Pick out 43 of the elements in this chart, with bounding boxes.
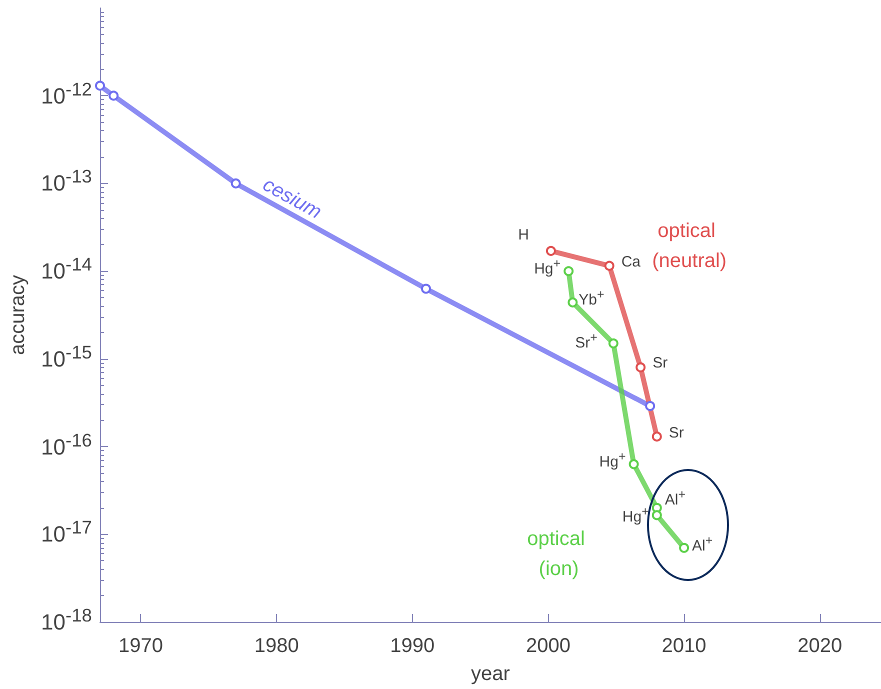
y-tick-label: 10$^{-17}$ <box>41 516 92 547</box>
y-tick-label: 10$^{-15}$ <box>41 341 92 372</box>
x-tick-label: 1970 <box>118 635 163 657</box>
annotation: Ca <box>621 253 641 270</box>
annotation: Hg$^{+}$ <box>622 504 649 526</box>
annotation: Al$^{+}$ <box>664 487 686 508</box>
annotation: H <box>518 226 529 244</box>
point <box>568 297 578 308</box>
point <box>679 542 690 553</box>
y-tick-label: 10$^{-14}$ <box>41 253 92 284</box>
y-axis-title: accuracy <box>7 274 29 356</box>
y-tick-label: 10$^{-12}$ <box>41 78 92 108</box>
x-tick-label: 2000 <box>526 635 570 657</box>
annotation: Hg$^{+}$ <box>534 256 561 278</box>
x-tick-label: 1980 <box>254 635 299 657</box>
annotation: Yb$^{+}$ <box>578 288 604 309</box>
point <box>420 284 431 294</box>
point <box>645 401 656 412</box>
annotation: Hg$^{+}$ <box>599 450 626 471</box>
text: optical (ion) <box>527 528 590 580</box>
x-tick-label: 2020 <box>798 635 842 657</box>
point <box>636 362 646 372</box>
x-tick-label: 1990 <box>390 635 435 657</box>
point <box>652 510 662 520</box>
point <box>564 266 574 276</box>
point <box>108 90 119 101</box>
point <box>628 459 639 470</box>
point <box>546 246 556 256</box>
annotation: Sr <box>668 424 684 442</box>
annotation: Sr <box>652 354 668 372</box>
point <box>608 338 618 348</box>
point <box>95 80 105 91</box>
y-tick-label: 10$^{-16}$ <box>41 428 92 460</box>
x-tick-label: 2010 <box>662 635 706 657</box>
annotation: Sr$^{+}$ <box>575 330 598 352</box>
y-tick-label: 10$^{-13}$ <box>41 166 92 196</box>
series-label: optical (neutral) <box>652 220 727 272</box>
x-axis-title: year <box>471 663 510 685</box>
y-tick-label: 10$^{-18}$ <box>41 604 92 635</box>
point <box>652 432 662 442</box>
point <box>230 178 241 188</box>
annotation: Al$^{+}$ <box>692 533 713 554</box>
point <box>604 260 614 271</box>
